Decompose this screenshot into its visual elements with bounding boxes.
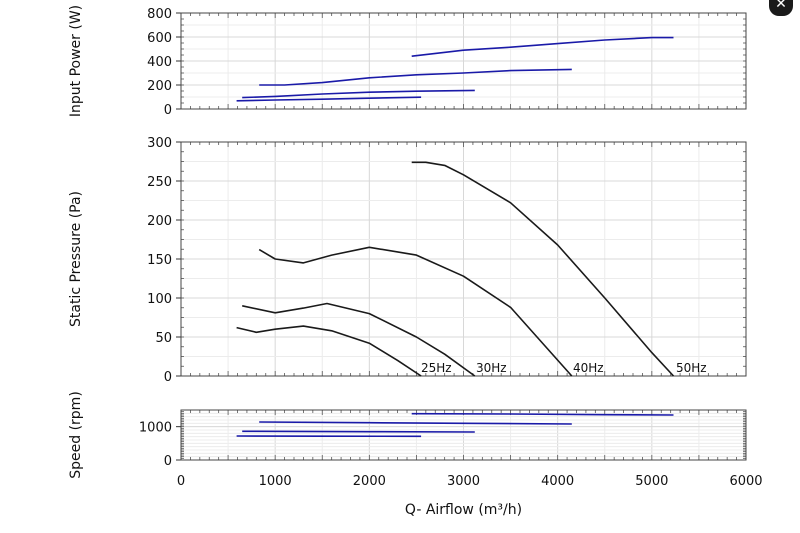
series-line-30hz (242, 302, 476, 377)
y-tick-label: 250 (147, 175, 172, 190)
y-tick-label: 1000 (139, 421, 172, 436)
series-line-25hz (236, 325, 422, 377)
y-tick-label: 0 (164, 103, 172, 118)
speed-panel: 0 1000 Speed (rpm) 0 1000 2000 3000 4000 5000 600… (68, 391, 763, 518)
series-line-40hz (258, 246, 573, 377)
x-axis-label: Q- Airflow (m³/h) (405, 502, 522, 518)
plot-frame (180, 12, 747, 110)
y-tick-label: 200 (147, 214, 172, 229)
x-tick-label: 6000 (729, 474, 762, 489)
x-tick-label: 3000 (447, 474, 480, 489)
y-tick-label: 400 (147, 55, 172, 70)
series-line-0 (411, 36, 674, 57)
y-tick-label: 200 (147, 79, 172, 94)
x-tick-label: 4000 (541, 474, 574, 489)
y-axis-label: Input Power (W) (68, 5, 84, 117)
y-tick-label: 50 (155, 331, 172, 346)
series-line-2 (242, 430, 475, 433)
plot-frame (180, 409, 747, 461)
series-line-2 (242, 89, 475, 99)
x-tick-label: 1000 (259, 474, 292, 489)
y-tick-label: 800 (147, 7, 172, 22)
y-tick-label: 100 (147, 292, 172, 307)
y-tick-label: 150 (147, 253, 172, 268)
series-line-50hz (411, 161, 675, 377)
series-line-1 (259, 68, 572, 86)
x-tick-label: 5000 (635, 474, 668, 489)
plot-frame (180, 141, 747, 377)
series-label: 40Hz (573, 361, 604, 375)
series-label: 30Hz (476, 361, 507, 375)
close-icon[interactable]: ✕ (769, 0, 793, 16)
y-tick-label: 600 (147, 31, 172, 46)
y-axis-label: Speed (rpm) (68, 391, 84, 479)
series-label: 50Hz (676, 361, 707, 375)
series-line-1 (259, 421, 572, 425)
pressure-panel: 0 50 100 150 200 250 300 Static Pressure (Pa) 25… (68, 136, 747, 385)
y-axis-label: Static Pressure (Pa) (68, 191, 84, 327)
y-tick-label: 0 (164, 454, 172, 469)
y-tick-label: 0 (164, 370, 172, 385)
series-label: 25Hz (421, 361, 452, 375)
x-tick-label: 2000 (353, 474, 386, 489)
x-tick-label: 0 (177, 474, 185, 489)
power-panel: 0 200 400 600 800 Input Power (W) (68, 5, 747, 118)
series-line-0 (411, 412, 674, 416)
y-tick-label: 300 (147, 136, 172, 151)
series-line-3 (236, 96, 422, 102)
